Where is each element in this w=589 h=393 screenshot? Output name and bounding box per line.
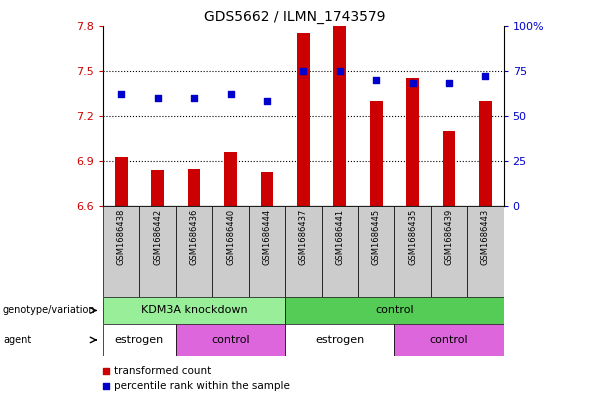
Point — [335, 68, 345, 74]
Point — [481, 73, 490, 79]
Bar — [285, 324, 395, 356]
Bar — [479, 101, 492, 206]
Text: GSM1686445: GSM1686445 — [372, 209, 380, 265]
Bar — [103, 324, 176, 356]
Bar — [224, 152, 237, 206]
Bar — [151, 170, 164, 206]
Bar — [358, 206, 395, 297]
Point — [101, 383, 111, 389]
Bar — [103, 297, 285, 324]
Text: agent: agent — [3, 335, 31, 345]
Point — [372, 77, 381, 83]
Text: GSM1686443: GSM1686443 — [481, 209, 490, 265]
Point — [444, 80, 454, 86]
Point — [190, 95, 199, 101]
Text: GSM1686444: GSM1686444 — [263, 209, 272, 265]
Bar — [442, 131, 455, 206]
Text: estrogen: estrogen — [115, 335, 164, 345]
Text: control: control — [429, 335, 468, 345]
Text: control: control — [375, 305, 413, 316]
Bar — [212, 206, 249, 297]
Point — [153, 95, 163, 101]
Bar — [176, 324, 285, 356]
Bar — [103, 206, 140, 297]
Text: percentile rank within the sample: percentile rank within the sample — [114, 381, 290, 391]
Text: GSM1686438: GSM1686438 — [117, 209, 126, 265]
Point — [262, 98, 272, 105]
Bar — [322, 206, 358, 297]
Text: GSM1686435: GSM1686435 — [408, 209, 417, 265]
Point — [408, 80, 417, 86]
Bar — [333, 26, 346, 206]
Point — [299, 68, 308, 74]
Bar — [395, 206, 431, 297]
Text: GSM1686439: GSM1686439 — [445, 209, 454, 265]
Bar — [285, 206, 322, 297]
Text: GSM1686441: GSM1686441 — [335, 209, 344, 265]
Text: estrogen: estrogen — [315, 335, 365, 345]
Bar — [406, 78, 419, 206]
Bar — [395, 324, 504, 356]
Point — [101, 368, 111, 375]
Bar — [260, 172, 273, 206]
Bar — [297, 33, 310, 206]
Text: GSM1686442: GSM1686442 — [153, 209, 162, 265]
Text: GSM1686440: GSM1686440 — [226, 209, 235, 265]
Text: GSM1686436: GSM1686436 — [190, 209, 198, 265]
Bar — [140, 206, 176, 297]
Text: transformed count: transformed count — [114, 366, 211, 376]
Bar — [249, 206, 285, 297]
Bar — [370, 101, 382, 206]
Text: control: control — [211, 335, 250, 345]
Bar — [115, 157, 128, 206]
Bar — [285, 297, 504, 324]
Bar — [467, 206, 504, 297]
Text: genotype/variation: genotype/variation — [3, 305, 95, 316]
Text: GSM1686437: GSM1686437 — [299, 209, 308, 265]
Point — [226, 91, 235, 97]
Bar — [431, 206, 467, 297]
Bar — [176, 206, 212, 297]
Bar — [188, 169, 200, 206]
Text: GDS5662 / ILMN_1743579: GDS5662 / ILMN_1743579 — [204, 10, 385, 24]
Text: KDM3A knockdown: KDM3A knockdown — [141, 305, 247, 316]
Point — [117, 91, 126, 97]
